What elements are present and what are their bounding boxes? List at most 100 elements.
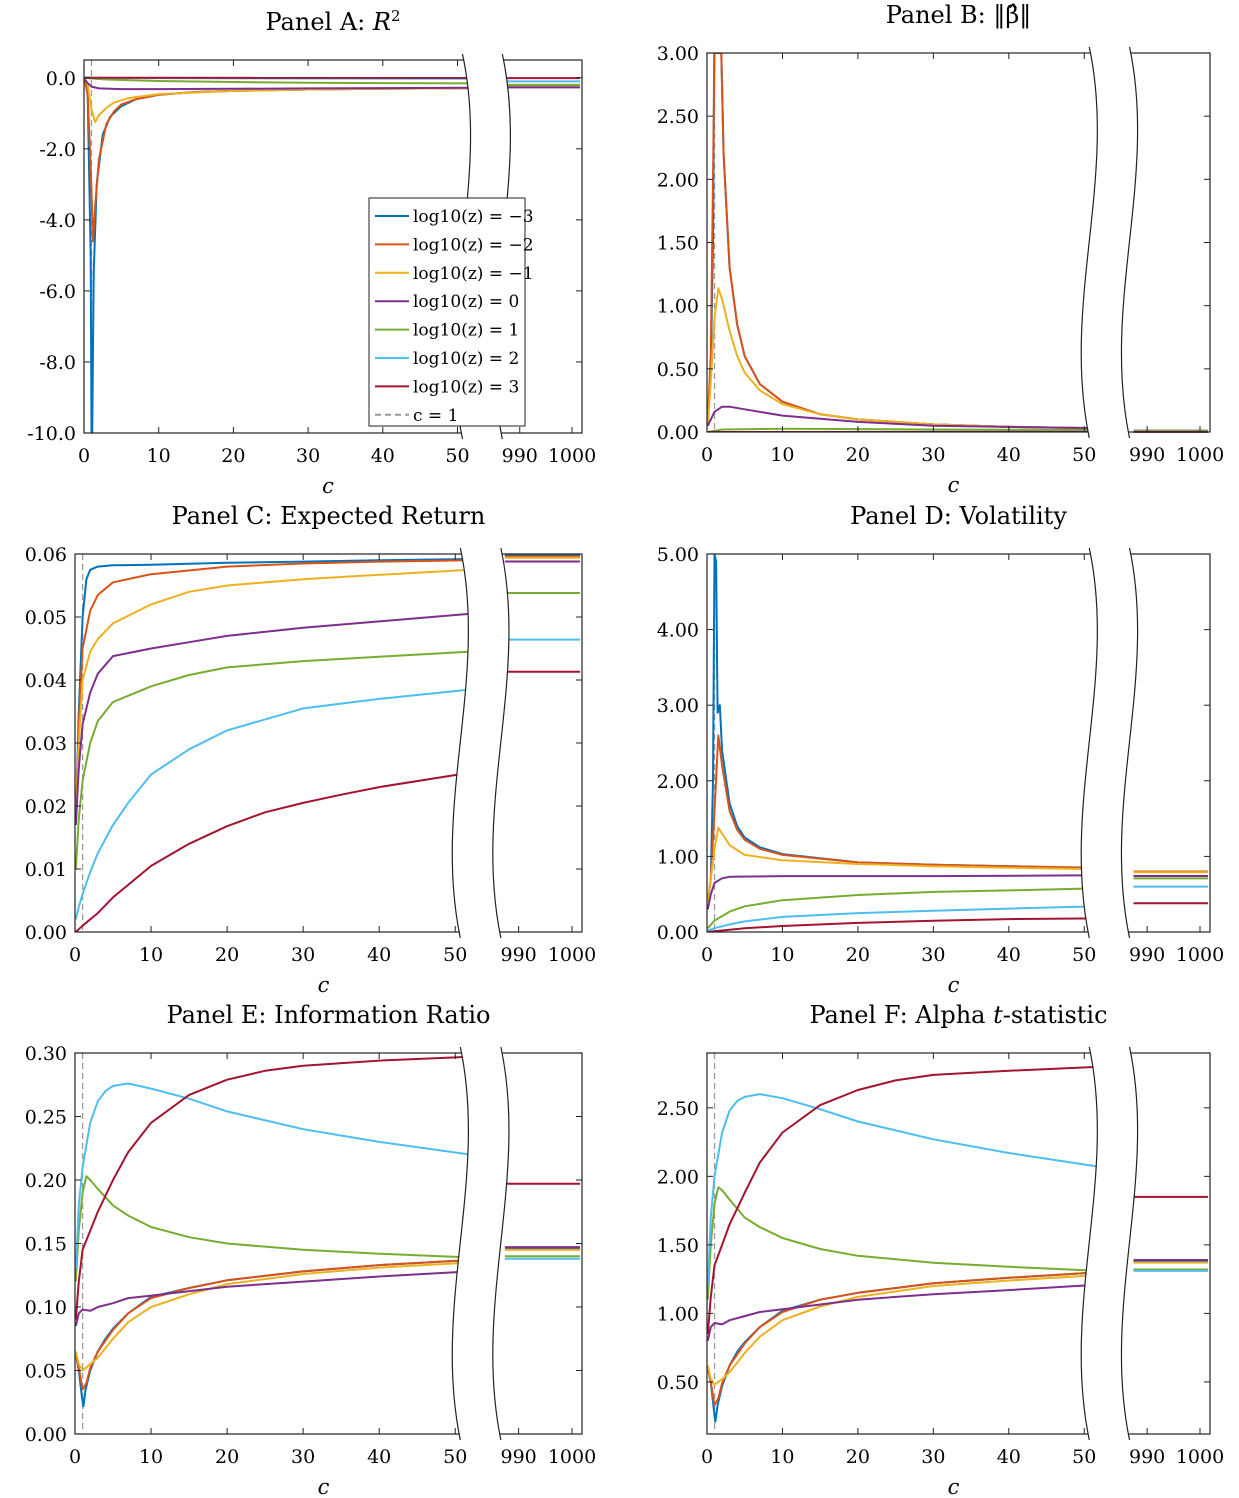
- y-tick-label: 2.00: [657, 169, 699, 191]
- axis-break-curve: [492, 1046, 510, 1441]
- x-tick-label: 1000: [548, 944, 596, 966]
- x-tick-label: 1000: [1176, 944, 1224, 966]
- y-tick-label: 0.01: [25, 859, 67, 881]
- x-tick-label: 30: [296, 445, 320, 467]
- legend-box: [368, 197, 526, 427]
- y-tick-label: 4.00: [657, 620, 699, 642]
- series-line-1: [75, 1259, 471, 1408]
- axis-break-band: [1081, 548, 1138, 938]
- legend-label: log10(z) = 0: [413, 292, 519, 312]
- y-tick-label: -8.0: [39, 352, 76, 374]
- x-tick-label: 50: [445, 445, 469, 467]
- series-line-7: [707, 1065, 1100, 1335]
- x-tick-label: 20: [846, 1446, 870, 1468]
- y-tick-label: 0.06: [25, 544, 67, 566]
- y-tick-label: 0.10: [25, 1297, 67, 1319]
- series-line-3: [84, 77, 473, 124]
- y-tick-label: -2.0: [39, 139, 76, 161]
- legend-label: log10(z) = −1: [413, 264, 534, 284]
- y-tick-label: -10.0: [27, 423, 76, 445]
- x-tick-label: 50: [1072, 1446, 1096, 1468]
- x-tick-label: 0: [701, 444, 713, 466]
- x-axis-label: c: [322, 474, 334, 498]
- x-tick-label: 30: [921, 1446, 945, 1468]
- series-line-4: [75, 1270, 471, 1327]
- y-tick-label: 0.00: [25, 922, 67, 944]
- series-line-2: [75, 559, 471, 825]
- series-line-3: [707, 826, 1100, 902]
- x-tick-label: 0: [69, 944, 81, 966]
- x-tick-label: 30: [921, 444, 945, 466]
- y-tick-label: 0.0: [46, 68, 76, 90]
- series-line-3: [707, 1274, 1100, 1386]
- panel-title: Panel E: Information Ratio: [167, 1001, 491, 1029]
- axes-frame: [706, 1052, 1211, 1435]
- series-line-6: [75, 1082, 471, 1269]
- panel-A: Panel A: R2 0.0 -2.0 -4.0 -6.0 -8.0 -10.00 10 20…: [27, 7, 596, 498]
- x-tick-label: 0: [701, 944, 713, 966]
- axis-break-band: [1081, 47, 1138, 438]
- series-line-3: [75, 568, 471, 825]
- axis-break-curve: [1120, 1046, 1139, 1441]
- series-line-2: [75, 1259, 471, 1391]
- axis-break-curve: [1120, 547, 1139, 939]
- y-tick-label: 0.02: [25, 796, 67, 818]
- y-tick-label: -4.0: [39, 210, 76, 232]
- y-tick-label: 2.00: [657, 771, 699, 793]
- series-line-7: [75, 1055, 471, 1320]
- panel-title: Panel A: R2: [265, 7, 400, 36]
- panel-F: Panel F: Alpha t-statistic 0.50 1.00 1.50 2.…: [657, 1001, 1224, 1498]
- x-tick-label: 50: [443, 944, 467, 966]
- panel-C: Panel C: Expected Return 0.00 0.01 0.02 0.03…: [25, 502, 596, 997]
- axis-break-curve: [1120, 46, 1139, 439]
- x-tick-label: 990: [502, 445, 538, 467]
- x-tick-label: 20: [846, 444, 870, 466]
- x-tick-label: 30: [291, 1446, 315, 1468]
- axis-break-band: [452, 1047, 509, 1440]
- series-line-2: [707, 53, 1100, 430]
- x-axis-label: c: [318, 973, 330, 997]
- y-tick-label: 0.50: [657, 1372, 699, 1394]
- axis-break-band: [452, 548, 509, 938]
- x-tick-label: 30: [921, 944, 945, 966]
- axis-break-curve: [492, 547, 510, 939]
- y-tick-label: 0.50: [657, 359, 699, 381]
- x-tick-label: 40: [367, 1446, 391, 1468]
- series-line-1: [707, 53, 1100, 430]
- series-line-1: [707, 1271, 1100, 1423]
- y-tick-label: 1.00: [657, 1303, 699, 1325]
- series-line-4: [707, 405, 1100, 430]
- series-line-7: [707, 917, 1100, 932]
- x-tick-label: 10: [770, 444, 794, 466]
- legend-label: log10(z) = 3: [413, 377, 519, 397]
- series-line-4: [707, 1283, 1100, 1342]
- panel-E: Panel E: Information Ratio 0.00 0.05 0.10 0.…: [25, 1001, 596, 1498]
- x-tick-label: 1000: [1176, 1446, 1224, 1468]
- y-tick-label: 0.20: [25, 1170, 67, 1192]
- series-line-4: [75, 612, 471, 825]
- x-tick-label: 40: [997, 1446, 1021, 1468]
- series-line-5: [707, 887, 1100, 929]
- x-tick-label: 0: [78, 445, 90, 467]
- x-axis-label: c: [318, 1475, 330, 1498]
- series-line-6: [707, 1093, 1100, 1287]
- y-tick-label: 0.30: [25, 1043, 67, 1065]
- y-tick-label: -6.0: [39, 281, 76, 303]
- series-line-4: [84, 78, 473, 91]
- y-tick-label: 0.25: [25, 1107, 67, 1129]
- series-line-5: [707, 1186, 1100, 1300]
- legend: log10(z) = −3 log10(z) = −2 log10(z) = −1 l…: [368, 197, 534, 427]
- panel-B: Panel B: ‖β̂‖ 0.00 0.50 1.00 1.50 2.00 2.50 3.0…: [657, 1, 1224, 497]
- series-line-5: [75, 1175, 471, 1282]
- legend-label: c = 1: [413, 406, 458, 426]
- panel-D: Panel D: Volatility 0.00 1.00 2.00 3.00 4.00 5…: [657, 502, 1224, 997]
- x-tick-label: 990: [1129, 944, 1165, 966]
- x-axis-label: c: [948, 473, 960, 497]
- series-line-1: [75, 558, 471, 825]
- legend-label: log10(z) = 2: [413, 349, 519, 369]
- legend-label: log10(z) = 1: [413, 321, 519, 341]
- axis-break-curve: [451, 547, 469, 939]
- y-tick-label: 2.50: [657, 1098, 699, 1120]
- y-tick-label: 1.00: [657, 846, 699, 868]
- panel-title: Panel B: ‖β̂‖: [886, 1, 1032, 30]
